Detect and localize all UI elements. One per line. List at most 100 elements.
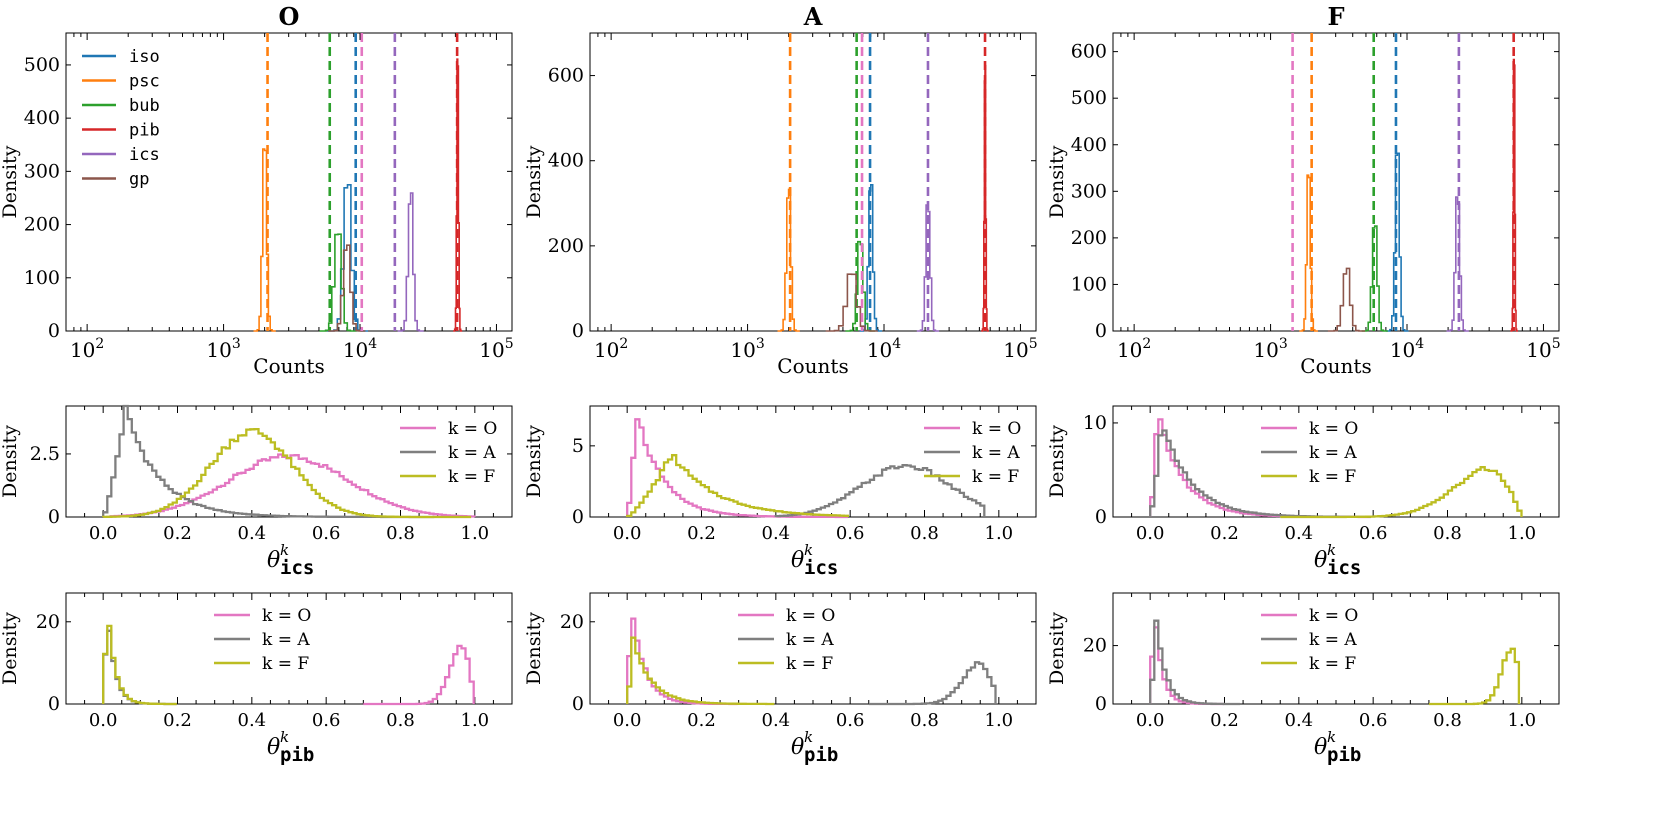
theta-ytick-label: 20 (36, 611, 60, 633)
legend-label: k = O (1309, 419, 1358, 439)
legend: k = O k = A k = F (214, 606, 311, 674)
xlabel-theta: θ (1314, 735, 1327, 760)
hist-kF (626, 636, 775, 706)
hist-gp (1327, 267, 1366, 332)
xtick-label: 104 (343, 336, 377, 362)
xtick-label: 0.6 (312, 523, 341, 544)
hist-gp (825, 273, 878, 332)
hist-kA (102, 629, 177, 706)
xlabel-theta-superscript: k (280, 728, 289, 746)
xtick-label: 0.6 (1359, 523, 1388, 544)
xtick-label: 0.6 (1359, 710, 1388, 731)
hist-ics (1446, 196, 1469, 332)
hist-psc (1299, 174, 1318, 332)
counts-ytick-label: 0 (572, 320, 584, 342)
theta-axes-frame (65, 592, 513, 705)
counts-panel-A: A 102 103 104 105 Counts 0 200 400 600 Density (523, 2, 1038, 378)
legend-label: k = O (448, 419, 497, 439)
legend-label: k = A (786, 630, 834, 650)
counts-ytick-label: 100 (24, 267, 60, 289)
theta-ylabel: Density (0, 612, 21, 685)
xlabel-theta-subscript: ics (280, 557, 314, 579)
xlabel-theta: θ (267, 735, 280, 760)
xtick-label: 102 (1117, 336, 1151, 362)
xtick-label: 0.0 (613, 710, 642, 731)
xlabel-theta-superscript: k (280, 541, 289, 559)
counts-ytick-label: 500 (24, 54, 60, 76)
counts-ytick-label: 600 (1071, 41, 1107, 63)
xtick-label: 103 (730, 336, 764, 362)
counts-ytick-label: 400 (24, 107, 60, 129)
xtick-label: 1.0 (1508, 710, 1537, 731)
theta-ytick-label: 20 (560, 611, 584, 633)
counts-axes-frame (1112, 32, 1560, 332)
hist-bub (1361, 225, 1388, 332)
counts-ylabel: Density (523, 145, 545, 218)
hist-pib (981, 64, 989, 332)
xtick-label: 1.0 (1508, 523, 1537, 544)
theta-ylabel: Density (523, 612, 545, 685)
xtick-label: 103 (1253, 336, 1287, 362)
xtick-label: 0.8 (386, 710, 415, 731)
xtick-label: 0.4 (762, 710, 791, 731)
xtick-label: 105 (1526, 336, 1560, 362)
xtick-label: 0.2 (163, 710, 192, 731)
xlabel-theta: θ (267, 548, 280, 573)
hist-kO (109, 453, 476, 518)
legend-label-bub: bub (129, 96, 160, 116)
xtick-label: 1.0 (985, 523, 1014, 544)
counts-ytick-label: 200 (24, 214, 60, 236)
legend-label: k = F (262, 654, 309, 674)
theta-ylabel: Density (0, 425, 21, 498)
legend-label: k = F (1309, 467, 1356, 487)
theta-ytick-label: 0 (48, 506, 60, 528)
hist-kF (102, 427, 472, 519)
xtick-label: 0.6 (836, 523, 865, 544)
xtick-label: 0.0 (1136, 710, 1165, 731)
xtick-label: 0.8 (386, 523, 415, 544)
theta-ytick-label: 20 (1083, 635, 1107, 657)
xtick-label: 0.6 (312, 710, 341, 731)
legend: k = O k = A k = F (924, 419, 1021, 487)
xtick-label: 0.8 (910, 523, 939, 544)
counts-ytick-label: 0 (48, 320, 60, 342)
hist-kO (626, 617, 738, 706)
xtick-label: 0.0 (89, 710, 118, 731)
xtick-label: 0.2 (1210, 523, 1239, 544)
xlabel-theta-subscript: ics (804, 557, 838, 579)
legend-label: k = A (262, 630, 310, 650)
counts-ytick-label: 500 (1071, 87, 1107, 109)
xlabel-theta: θ (1314, 548, 1327, 573)
legend-label: k = O (1309, 606, 1358, 626)
counts-axes-frame (65, 32, 513, 332)
xtick-label: 102 (70, 336, 104, 362)
xtick-label: 0.0 (1136, 523, 1165, 544)
xlabel-theta-superscript: k (804, 728, 813, 746)
legend: iso psc bub pib ics gp (82, 47, 160, 190)
xtick-label: 1.0 (985, 710, 1014, 731)
hist-bub (319, 233, 357, 332)
counts-ylabel: Density (1046, 145, 1068, 218)
counts-ytick-label: 300 (1071, 180, 1107, 202)
counts-ytick-label: 200 (548, 235, 584, 257)
counts-ytick-label: 100 (1071, 273, 1107, 295)
hist-kA (102, 404, 435, 519)
hist-gp (328, 244, 366, 332)
legend-label: k = A (1309, 630, 1357, 650)
legend-label-psc: psc (129, 72, 160, 92)
theta-axes-frame (1112, 592, 1560, 705)
legend-label-ics: ics (129, 145, 160, 165)
xtick-label: 0.4 (238, 523, 267, 544)
legend: k = O k = A k = F (1261, 606, 1358, 674)
legend-label: k = F (1309, 654, 1356, 674)
counts-panel-O: O 102 103 104 105 Counts 0 100 200 300 400 500 Densi… (0, 2, 514, 378)
xtick-label: 0.2 (687, 710, 716, 731)
xlabel-theta-superscript: k (804, 541, 813, 559)
xtick-label: 0.4 (238, 710, 267, 731)
legend-label-pib: pib (129, 121, 160, 141)
xtick-label: 1.0 (461, 523, 490, 544)
